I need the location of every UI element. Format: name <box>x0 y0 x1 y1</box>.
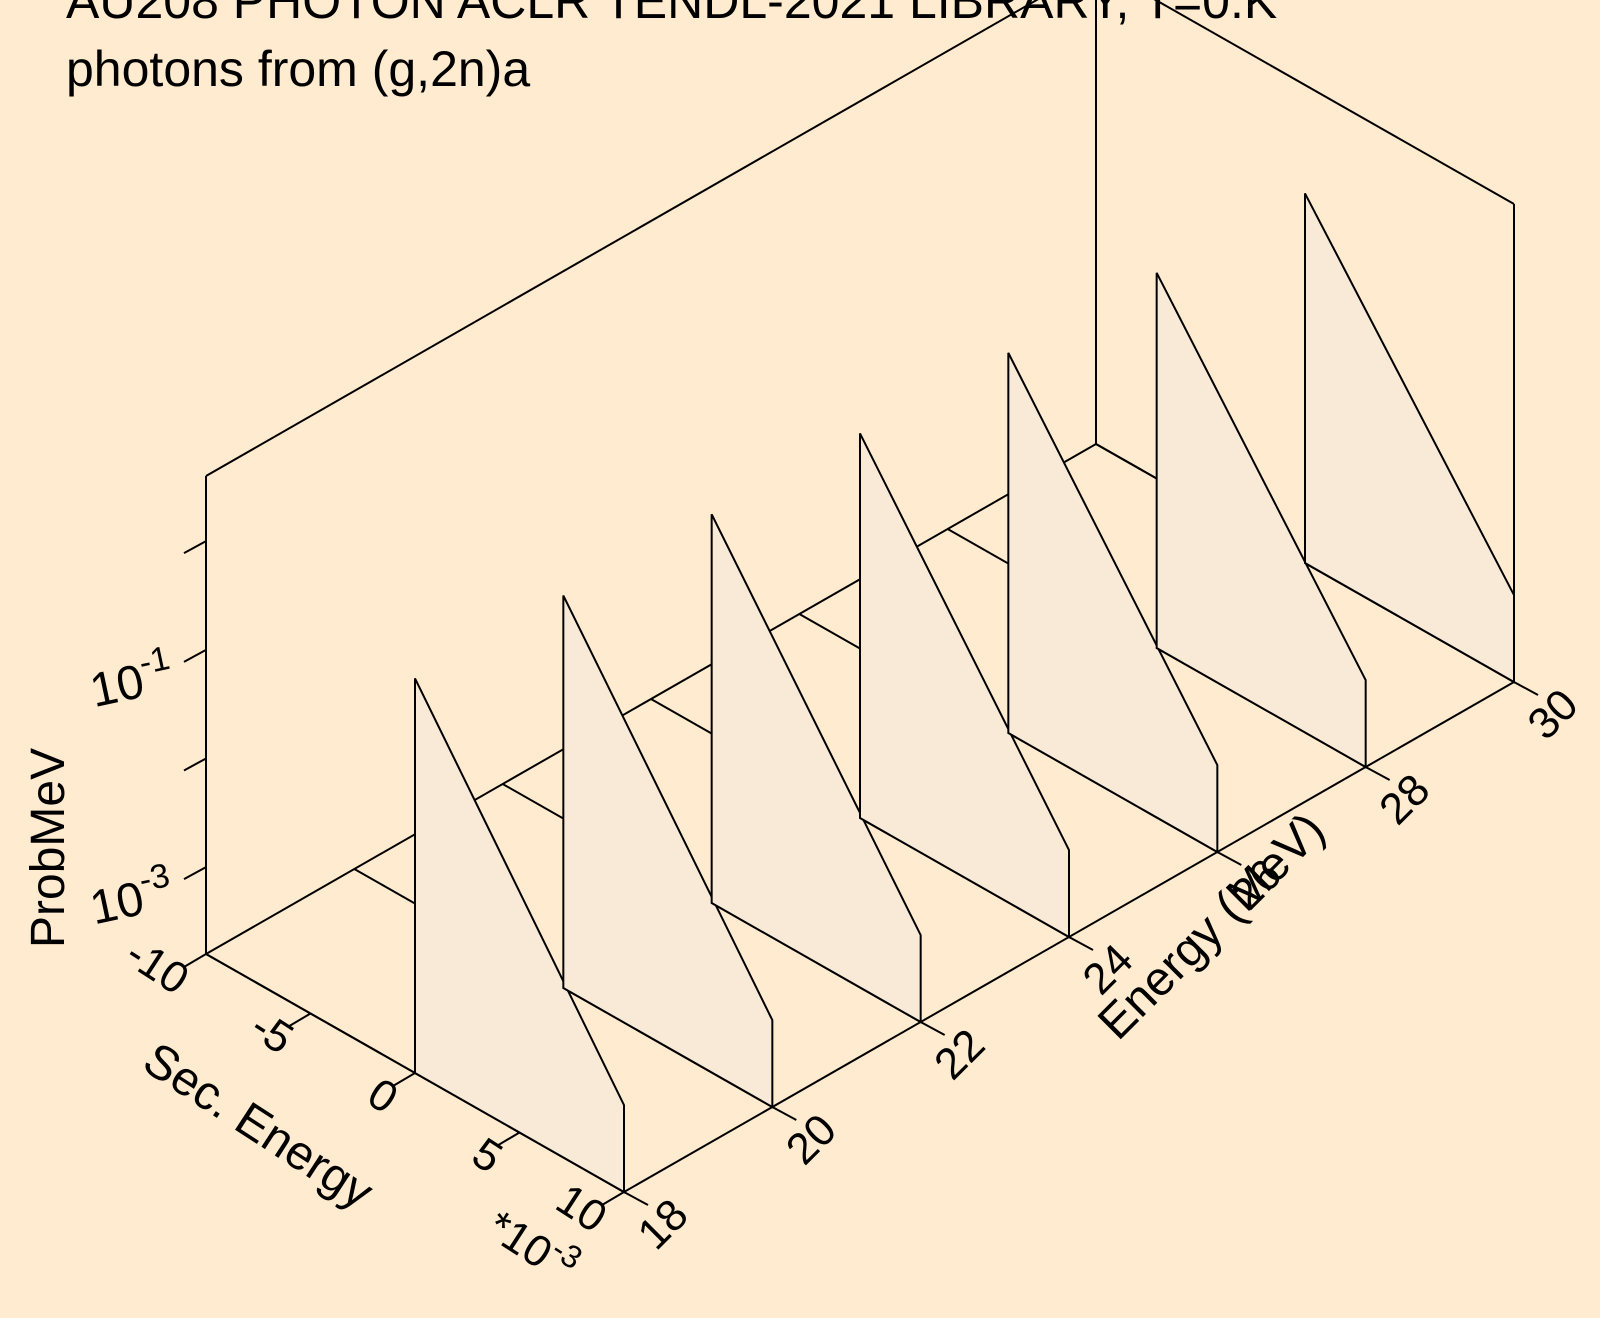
series-curve <box>1304 192 1515 684</box>
z-axis-title: ProbMeV <box>22 748 75 948</box>
y-tick <box>1365 766 1391 781</box>
z-tick-exponent: -3 <box>136 856 173 899</box>
x-tick <box>183 953 207 968</box>
z-tick <box>183 648 207 663</box>
x-tick-label: 0 <box>359 1069 406 1123</box>
z-tick-label: 10-1 <box>83 639 178 718</box>
x-tick <box>287 1012 312 1028</box>
y-tick <box>1216 851 1242 866</box>
x-tick-label: 10 <box>547 1175 615 1243</box>
z-tick-base: 10 <box>85 872 148 935</box>
side-wall-top-edge <box>1153 0 1515 205</box>
x-tick <box>392 1072 416 1087</box>
z-tick-label: 10-3 <box>83 856 178 935</box>
z-tick <box>183 866 207 880</box>
z-minor-tick <box>183 540 207 555</box>
z-minor-tick <box>183 757 207 772</box>
wall-top-edge <box>205 0 1039 477</box>
y-tick <box>623 1191 649 1206</box>
x-tick-label: -5 <box>242 1001 302 1063</box>
x-tick-label: 5 <box>464 1128 511 1182</box>
x-tick <box>601 1191 625 1206</box>
x-tick-label: -10 <box>117 929 197 1005</box>
chart-subtitle: photons from (g,2n)a <box>66 41 530 97</box>
y-tick <box>1068 936 1094 951</box>
x-axis-title: Sec. Energy <box>134 1033 382 1220</box>
chart-title: AU208 PHOTON ACLR TENDL-2021 LIBRARY, T=… <box>66 0 1277 29</box>
y-tick <box>1513 681 1539 696</box>
z-tick-base: 10 <box>85 655 148 718</box>
x-tick <box>496 1131 521 1147</box>
y-tick <box>771 1106 797 1121</box>
y-tick <box>920 1021 946 1036</box>
z-tick-exponent: -1 <box>136 639 173 682</box>
